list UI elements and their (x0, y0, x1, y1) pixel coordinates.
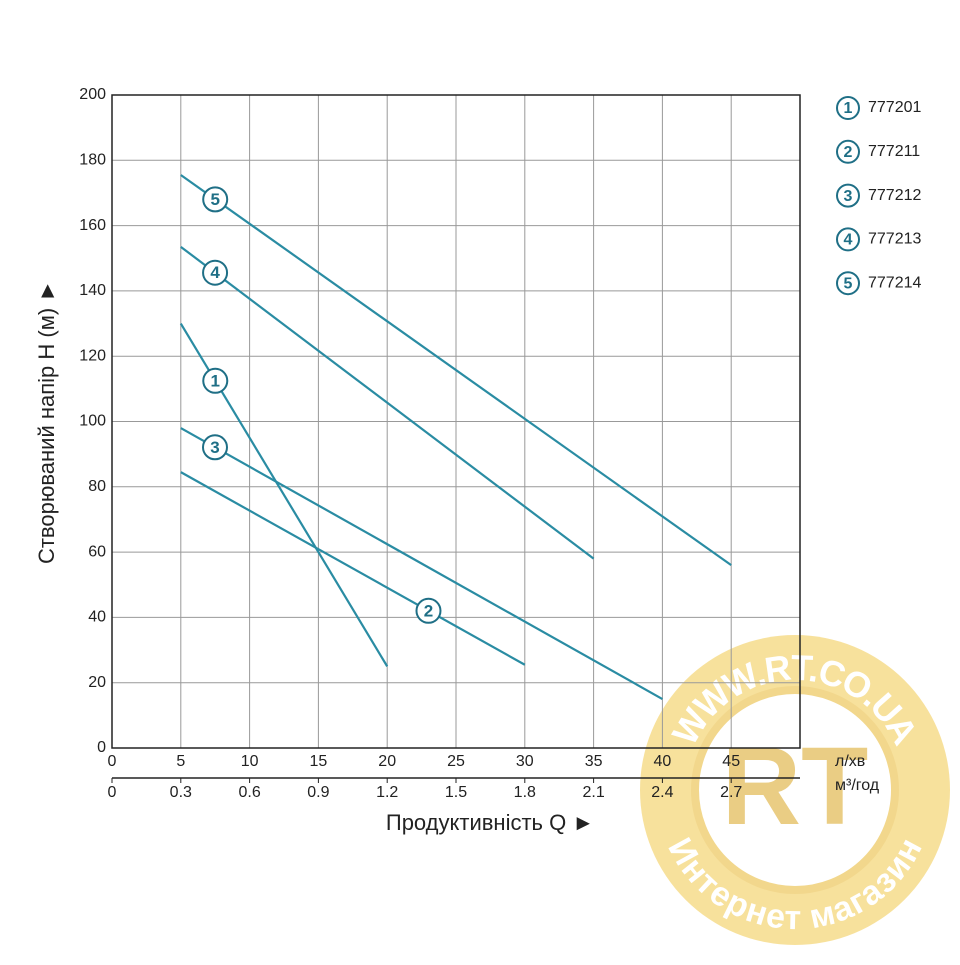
legend-circle (836, 271, 860, 296)
series-label-circle (202, 186, 229, 213)
x2-tick-label: 2.7 (720, 784, 742, 801)
legend-circle (836, 183, 860, 208)
y-axis-label: Створюваний напір H (м) ► (34, 280, 59, 564)
y-tick-label: 0 (97, 739, 106, 756)
legend-label: 777213 (868, 231, 921, 248)
y-tick-label: 160 (79, 217, 106, 234)
y-tick-label: 180 (79, 152, 106, 169)
series-label: 2 (424, 601, 433, 620)
x-axis-label: Продуктивність Q ► (386, 810, 594, 835)
legend-circle (836, 139, 860, 164)
watermark-logo: RT (722, 725, 869, 848)
x-tick-label: 10 (241, 753, 259, 770)
series-label: 1 (211, 371, 220, 390)
x-tick-label: 30 (516, 753, 534, 770)
y-tick-label: 60 (88, 543, 106, 560)
x2-tick-label: 1.8 (514, 784, 536, 801)
y-tick-label: 20 (88, 674, 106, 691)
x2-tick-label: 1.2 (376, 784, 398, 801)
series-label-circle (415, 597, 442, 624)
x2-tick-label: 0.6 (238, 784, 260, 801)
series-line (180, 245, 595, 560)
legend-number: 1 (844, 100, 853, 117)
x-tick-label: 35 (585, 753, 603, 770)
series-label-circle (201, 434, 228, 461)
watermark-ring (691, 686, 899, 894)
legend-number: 4 (844, 232, 853, 249)
x-tick-label: 20 (378, 753, 396, 770)
x-tick-label: 5 (176, 753, 185, 770)
x-tick-label: 15 (310, 753, 328, 770)
legend-circle (836, 96, 860, 120)
series-line (180, 471, 526, 666)
y-tick-label: 100 (79, 413, 106, 430)
x2-unit: м³/год (835, 777, 880, 794)
x-tick-label: 25 (447, 753, 465, 770)
x2-tick-label: 1.5 (445, 784, 467, 801)
y-tick-label: 120 (79, 347, 106, 364)
legend-number: 3 (844, 188, 853, 205)
legend-circle (836, 227, 860, 252)
x2-tick-label: 2.1 (582, 784, 604, 801)
series-label: 4 (210, 263, 220, 282)
x2-tick-label: 2.4 (651, 784, 673, 801)
legend-label: 777214 (868, 274, 921, 291)
y-tick-label: 40 (88, 609, 106, 626)
x-unit: л/хв (835, 753, 865, 770)
legend-label: 777212 (868, 187, 921, 204)
series-line (180, 174, 732, 567)
y-tick-label: 140 (79, 282, 106, 299)
series-line (180, 427, 663, 700)
x2-tick-label: 0 (108, 784, 117, 801)
x-tick-label: 40 (654, 753, 672, 770)
legend-number: 5 (844, 275, 853, 292)
series-label-circle (202, 367, 229, 394)
series-label: 3 (210, 438, 219, 457)
plot-frame (111, 94, 801, 749)
series-label: 5 (210, 190, 219, 209)
x-tick-label: 0 (108, 753, 117, 770)
legend-label: 777211 (868, 143, 920, 160)
x2-tick-label: 0.9 (307, 784, 329, 801)
watermark: WWW.RT.CO.UA Интернет магазин RT (640, 635, 950, 945)
y-tick-label: 200 (79, 86, 106, 103)
x2-tick-label: 0.3 (170, 784, 192, 801)
x-tick-label: 45 (722, 753, 740, 770)
legend-number: 2 (844, 144, 853, 161)
series-label-circle (202, 259, 229, 286)
y-tick-label: 80 (88, 478, 106, 495)
legend-label: 777201 (868, 99, 921, 116)
